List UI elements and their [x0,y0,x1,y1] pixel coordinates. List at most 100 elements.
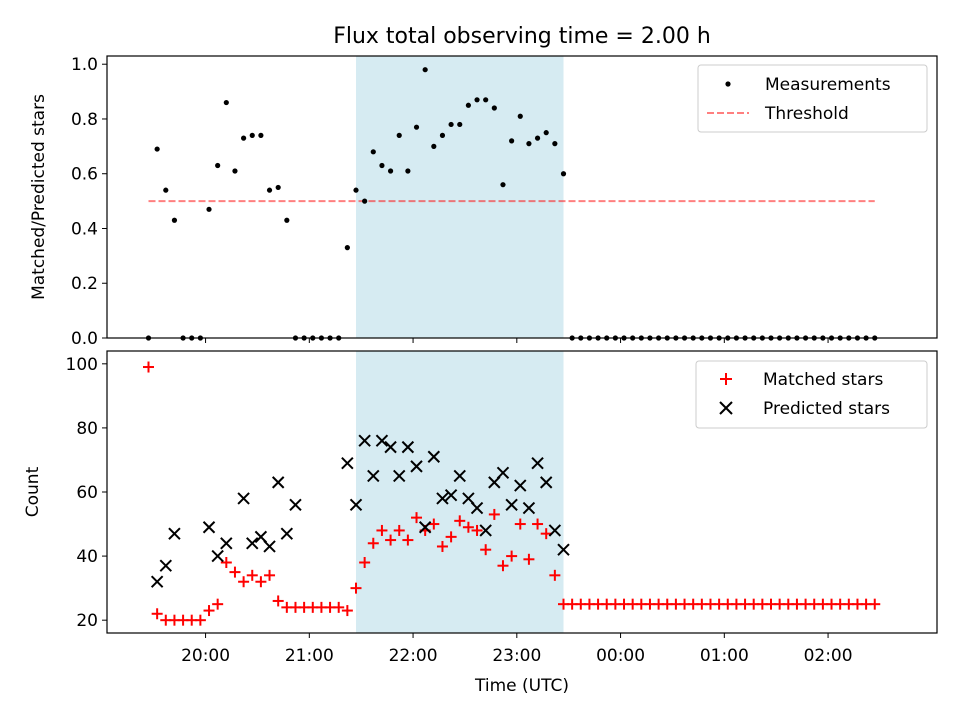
x-tick-label-3: 23:00 [492,646,541,666]
measurement-point [439,132,446,138]
measurement-point [154,146,160,152]
measurement-point [223,99,229,106]
matched-star-point [480,544,492,556]
predicted-star-point [514,479,527,492]
top-ytick-label-4: 0.8 [71,110,98,130]
top-ytick-label-3: 0.6 [71,165,98,185]
bottom-ytick-label-4: 100 [66,355,98,375]
predicted-star-point [531,456,544,470]
predicted-star-point [202,521,216,534]
measurement-point [517,113,523,119]
predicted-star-point [410,460,423,473]
measurement-point [448,121,454,128]
matched-star-point [203,605,215,617]
predicted-star-point [211,549,224,563]
predicted-star-point [220,537,233,550]
bottom-panel: 20 40 60 80 100 20:00 21:00 22:00 23:00 00:00 01:… [23,350,938,696]
matched-star-point [514,518,526,530]
bottom-y-ticks: 20 40 60 80 100 [66,355,107,631]
legend-label-matched-stars: Matched stars [763,370,883,390]
matched-star-point [333,601,345,613]
top-y-ticks: 0.0 0.2 0.4 0.6 0.8 1.0 [71,55,107,349]
bottom-plot-marks [143,361,881,626]
matched-star-point [229,566,241,578]
top-panel: 0.0 0.2 0.4 0.6 0.8 1.0 Matched/Predicted sta… [29,55,938,349]
predicted-star-point [289,498,302,512]
matched-star-point [238,576,250,588]
top-ytick-label-2: 0.4 [71,219,98,239]
measurement-point [552,141,558,147]
predicted-star-point [505,498,518,512]
matched-star-point [385,534,397,546]
predicted-star-point [375,434,389,447]
predicted-star-point [401,440,415,454]
measurement-point [163,187,169,193]
measurement-point [560,171,567,177]
matched-star-point [393,524,405,536]
bottom-ytick-label-3: 80 [76,419,98,439]
bottom-ytick-label-0: 20 [76,611,98,631]
predicted-star-point [384,440,397,454]
matched-star-point [143,361,154,373]
matched-star-point [264,569,276,581]
matched-star-point [471,524,483,536]
measurement-point [284,217,290,223]
bottom-ytick-label-1: 40 [76,547,98,567]
matched-star-point [376,524,388,536]
predicted-star-point [453,469,466,483]
x-tick-label-6: 02:00 [804,646,853,666]
predicted-star-point [393,469,406,483]
x-tick-label-1: 21:00 [285,646,334,666]
measurement-point [379,162,385,169]
measurement-point [275,184,281,191]
predicted-star-point [522,501,536,515]
bottom-legend-box [695,360,928,429]
bottom-ytick-label-2: 60 [76,483,98,503]
predicted-star-point [540,476,553,489]
matched-star-point [272,595,284,607]
predicted-star-point [557,543,570,556]
bottom-y-axis-label: Count [23,466,43,517]
measurement-point [232,168,238,174]
legend-marker-measurements [725,81,731,87]
predicted-star-point [237,492,250,505]
predicted-star-point [367,469,380,483]
predicted-star-point [246,537,259,550]
matched-star-point [497,560,509,572]
measurement-point [422,67,428,73]
legend-label-predicted-stars: Predicted stars [763,399,890,419]
predicted-star-point [444,488,458,502]
matched-star-point [540,528,552,540]
matched-star-point [506,550,518,562]
top-x-ticks [205,338,829,343]
matched-star-point [246,569,258,581]
predicted-star-point [496,466,510,479]
measurement-point [457,121,463,128]
matched-star-point [445,531,457,543]
measurement-point [362,198,368,204]
matched-star-point [367,537,379,549]
predicted-star-point [436,492,449,505]
matched-star-point [869,598,881,610]
top-legend: Measurements Threshold [697,64,928,133]
measurement-point [431,143,437,149]
top-y-axis-label: Matched/Predicted stars [29,94,49,300]
measurement-point [405,168,411,174]
matched-star-point [523,553,535,565]
measurement-point [171,217,178,223]
matched-star-point [411,512,423,524]
measurement-point [266,187,273,193]
measurement-point [387,168,394,174]
measurement-point [249,132,255,138]
predicted-star-point [548,524,562,537]
matched-star-point [428,518,440,530]
predicted-star-point [349,498,363,512]
measurement-point [526,141,532,147]
x-axis-label: Time (UTC) [474,676,569,696]
measurement-point [500,182,506,188]
chart-title: Flux total observing time = 2.00 h [333,24,711,49]
matched-star-point [549,569,561,581]
matched-star-point [350,582,362,594]
predicted-star-point [150,575,164,588]
